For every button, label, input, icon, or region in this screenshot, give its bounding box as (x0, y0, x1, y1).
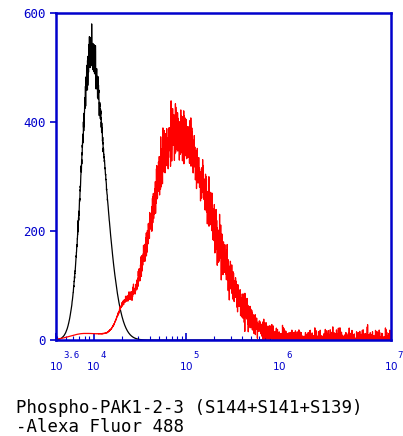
Text: 5: 5 (193, 351, 199, 360)
Text: 4: 4 (100, 351, 106, 360)
Text: $10$: $10$ (272, 360, 287, 371)
Text: 3.6: 3.6 (63, 351, 79, 360)
Text: 7.2: 7.2 (398, 351, 403, 360)
Text: $10$: $10$ (179, 360, 194, 371)
Text: -Alexa Fluor 488: -Alexa Fluor 488 (16, 418, 184, 436)
Text: $10$: $10$ (384, 360, 398, 371)
Text: $10$: $10$ (86, 360, 101, 371)
Text: Phospho-PAK1-2-3 (S144+S141+S139): Phospho-PAK1-2-3 (S144+S141+S139) (16, 399, 363, 417)
Text: $10$: $10$ (49, 360, 64, 371)
Text: 6: 6 (287, 351, 292, 360)
